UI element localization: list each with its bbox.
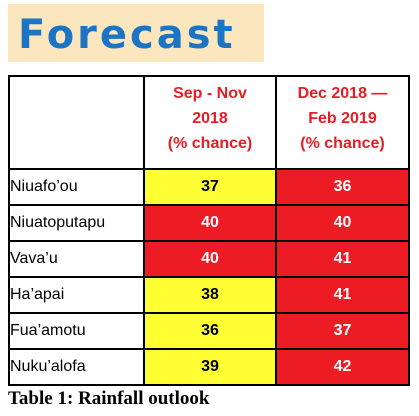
row-name: Niuatoputapu [8,204,145,242]
title-band: Forecast [8,4,264,62]
table-row: Nuku’alofa 39 42 [8,348,410,386]
row-value-dec-feb: 41 [275,276,410,314]
table-row: Fua’amotu 36 37 [8,312,410,350]
row-value-dec-feb: 36 [275,168,410,206]
header-sep-nov: Sep - Nov 2018 (% chance) [143,75,277,170]
header-sep-nov-line2: 2018 [192,110,228,127]
header-sep-nov-line1: Sep - Nov [173,85,247,102]
row-value-dec-feb: 42 [275,348,410,386]
table-row: Niuafo’ou 37 36 [8,168,410,206]
row-name: Ha’apai [8,276,145,314]
row-value-dec-feb: 40 [275,204,410,242]
table-row: Niuatoputapu 40 40 [8,204,410,242]
row-name: Fua’amotu [8,312,145,350]
row-value-dec-feb: 41 [275,240,410,278]
header-empty-cell [8,75,145,170]
row-name: Vava’u [8,240,145,278]
header-sep-nov-line3: (% chance) [167,135,253,152]
row-value-sep-nov: 36 [143,312,277,350]
header-dec-feb: Dec 2018 — Feb 2019 (% chance) [275,75,410,170]
row-value-sep-nov: 37 [143,168,277,206]
header-dec-feb-line2: Feb 2019 [308,110,377,127]
header-dec-feb-line3: (% chance) [300,135,385,152]
row-value-sep-nov: 40 [143,240,277,278]
row-name: Niuafo’ou [8,168,145,206]
rainfall-outlook-table: Sep - Nov 2018 (% chance) Dec 2018 — Feb… [8,75,410,386]
row-value-sep-nov: 38 [143,276,277,314]
table-header-row: Sep - Nov 2018 (% chance) Dec 2018 — Feb… [8,75,410,170]
page-title: Forecast [18,12,236,58]
row-value-sep-nov: 40 [143,204,277,242]
header-dec-feb-line1: Dec 2018 — [297,85,388,102]
row-value-sep-nov: 39 [143,348,277,386]
row-name: Nuku’alofa [8,348,145,386]
table-row: Ha’apai 38 41 [8,276,410,314]
table-row: Vava’u 40 41 [8,240,410,278]
row-value-dec-feb: 37 [275,312,410,350]
table-caption: Table 1: Rainfall outlook [8,388,210,409]
